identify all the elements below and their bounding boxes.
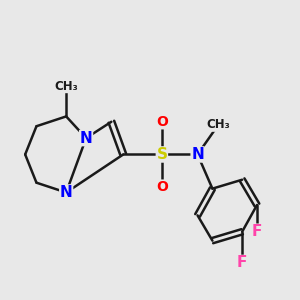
Text: N: N — [80, 130, 92, 146]
Text: N: N — [191, 147, 204, 162]
Text: CH₃: CH₃ — [206, 118, 230, 131]
Text: O: O — [156, 115, 168, 129]
Text: CH₃: CH₃ — [54, 80, 78, 93]
Text: F: F — [252, 224, 262, 239]
Text: F: F — [237, 255, 247, 270]
Text: S: S — [156, 147, 167, 162]
Text: N: N — [60, 185, 73, 200]
Text: O: O — [156, 180, 168, 194]
